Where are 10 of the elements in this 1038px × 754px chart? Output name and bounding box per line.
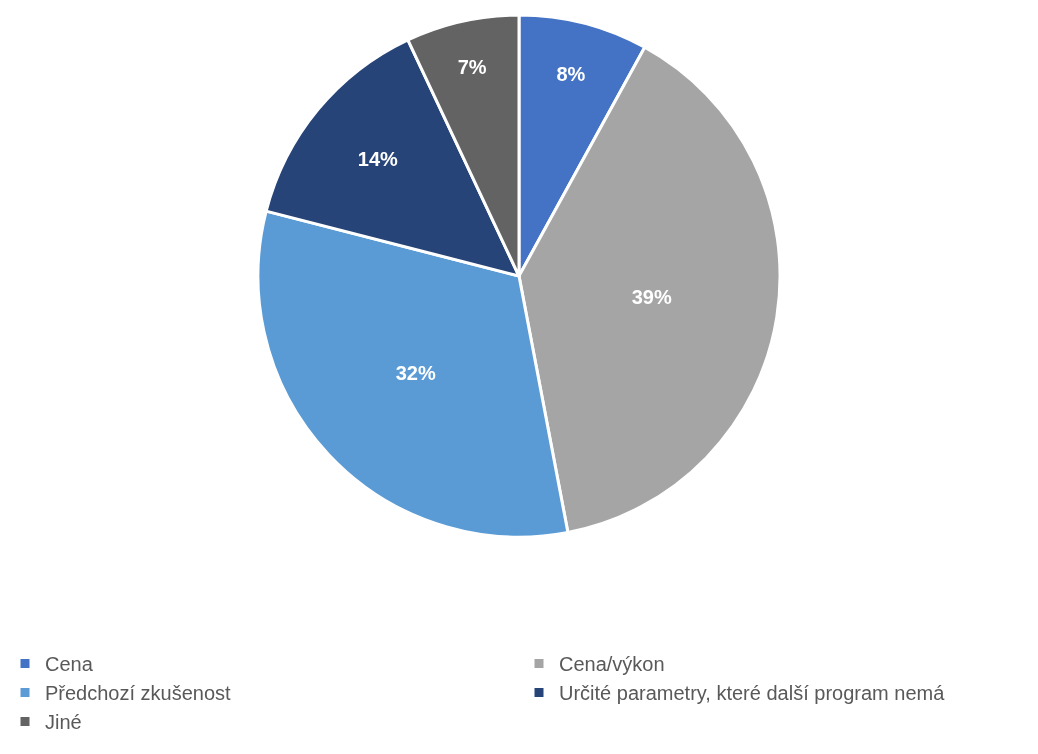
data-label: 32% xyxy=(395,361,436,384)
legend-label: Předchozí zkušenost xyxy=(45,682,232,705)
legend-label: Cena xyxy=(45,653,94,676)
data-label: 8% xyxy=(556,62,586,85)
legend-label: Určité parametry, které další program nemá xyxy=(559,682,946,705)
legend-label: Cena/výkon xyxy=(559,653,665,676)
data-label: 39% xyxy=(631,286,672,309)
legend-label: Jiné xyxy=(45,711,82,734)
data-label: 14% xyxy=(357,148,399,171)
data-label: 7% xyxy=(457,55,487,78)
